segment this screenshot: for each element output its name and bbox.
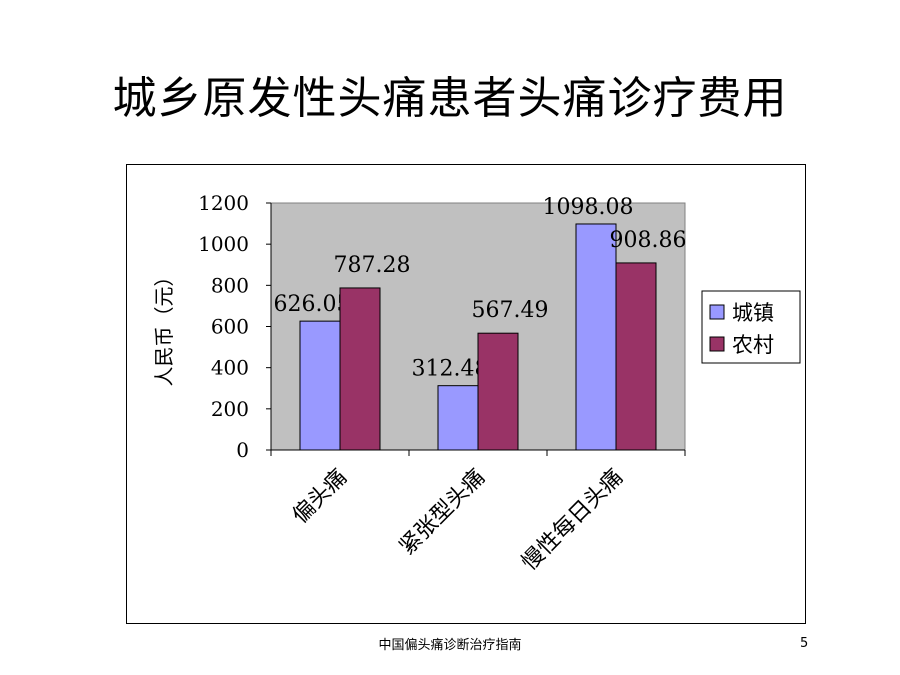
bar-series2 [615,262,657,451]
bar-series1 [575,223,617,451]
y-tick-label: 200 [211,397,249,421]
bar-series2 [477,332,519,451]
legend-entry: 农村 [732,333,774,357]
legend-swatch [709,304,725,320]
y-tick-label: 1000 [198,232,249,256]
bar-series2 [339,287,381,451]
x-tick-label: 紧张型头痛 [395,465,490,560]
page-number: 5 [800,636,809,651]
bar-series1 [437,385,479,451]
x-tick-label: 偏头痛 [288,465,352,529]
data-label: 787.28 [334,253,411,278]
x-tick-label: 慢性每日头痛 [517,465,628,576]
legend-entry: 城镇 [732,301,774,325]
legend-swatch [709,336,725,352]
data-label: 567.49 [472,298,549,323]
data-label: 908.86 [610,228,687,253]
y-tick-label: 400 [211,356,249,380]
bar-series1 [299,320,341,451]
y-tick-label: 800 [211,273,249,297]
bar-chart: 0 200 400 600 800 1000 1200 人民币（元） 626.05 787.28 偏… [152,191,801,576]
y-tick-label: 0 [236,438,249,462]
y-tick-label: 600 [211,315,249,339]
slide-title: 城乡原发性头痛患者头痛诊疗费用 [112,73,788,124]
footer-text: 中国偏头痛诊断治疗指南 [378,638,522,653]
data-label: 312.48 [412,357,489,382]
chart-frame: 0 200 400 600 800 1000 1200 人民币（元） 626.05 787.28 偏… [126,164,806,624]
y-axis-label: 人民币（元） [152,267,176,387]
data-label: 626.05 [274,292,351,317]
data-label: 1098.08 [543,195,634,220]
y-tick-label: 1200 [198,191,249,215]
